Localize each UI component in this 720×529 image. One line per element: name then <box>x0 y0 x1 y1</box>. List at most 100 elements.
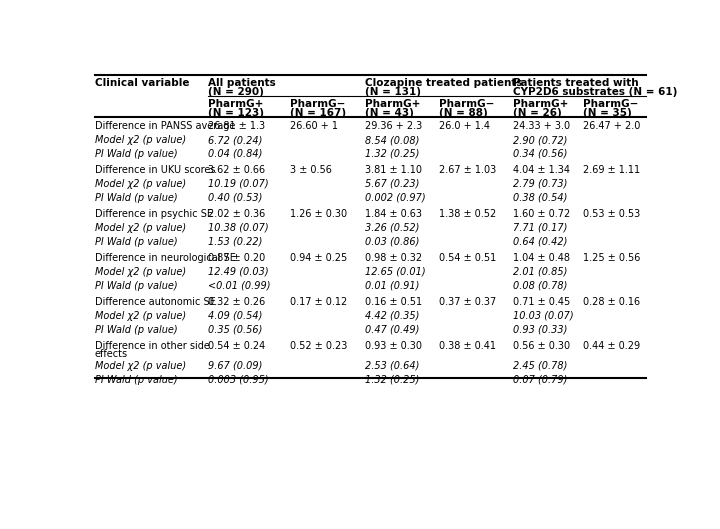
Text: 4.09 (0.54): 4.09 (0.54) <box>208 311 262 321</box>
Text: Difference autonomic SE: Difference autonomic SE <box>94 297 215 307</box>
Text: 1.32 (0.25): 1.32 (0.25) <box>365 149 420 159</box>
Text: PharmG+: PharmG+ <box>208 99 264 109</box>
Text: 1.60 ± 0.72: 1.60 ± 0.72 <box>513 209 570 219</box>
Text: 0.98 ± 0.32: 0.98 ± 0.32 <box>365 253 422 263</box>
Text: PI Wald (p value): PI Wald (p value) <box>94 280 177 290</box>
Text: 0.38 ± 0.41: 0.38 ± 0.41 <box>438 341 496 351</box>
Text: effects: effects <box>94 349 127 359</box>
Text: CYP2D6 substrates (N = 61): CYP2D6 substrates (N = 61) <box>513 87 678 97</box>
Text: 0.54 ± 0.24: 0.54 ± 0.24 <box>208 341 265 351</box>
Text: Model χ2 (p value): Model χ2 (p value) <box>94 311 186 321</box>
Text: 0.28 ± 0.16: 0.28 ± 0.16 <box>583 297 640 307</box>
Text: 1.04 ± 0.48: 1.04 ± 0.48 <box>513 253 570 263</box>
Text: Model χ2 (p value): Model χ2 (p value) <box>94 135 186 145</box>
Text: 0.003 (0.95): 0.003 (0.95) <box>208 375 269 385</box>
Text: 1.84 ± 0.63: 1.84 ± 0.63 <box>365 209 422 219</box>
Text: 26.0 + 1.4: 26.0 + 1.4 <box>438 121 490 131</box>
Text: 24.33 + 3.0: 24.33 + 3.0 <box>513 121 570 131</box>
Text: 0.44 ± 0.29: 0.44 ± 0.29 <box>583 341 640 351</box>
Text: 0.47 (0.49): 0.47 (0.49) <box>365 324 420 334</box>
Text: Difference in PANSS average: Difference in PANSS average <box>94 121 235 131</box>
Text: 0.93 ± 0.30: 0.93 ± 0.30 <box>365 341 422 351</box>
Text: 2.67 ± 1.03: 2.67 ± 1.03 <box>438 165 496 175</box>
Text: 10.03 (0.07): 10.03 (0.07) <box>513 311 574 321</box>
Text: 3.62 ± 0.66: 3.62 ± 0.66 <box>208 165 265 175</box>
Text: Difference in other side: Difference in other side <box>94 341 210 351</box>
Text: Difference in UKU scores: Difference in UKU scores <box>94 165 215 175</box>
Text: 4.04 ± 1.34: 4.04 ± 1.34 <box>513 165 570 175</box>
Text: 0.07 (0.79): 0.07 (0.79) <box>513 375 567 385</box>
Text: Model χ2 (p value): Model χ2 (p value) <box>94 361 186 371</box>
Text: PharmG−: PharmG− <box>290 99 346 109</box>
Text: 0.32 ± 0.26: 0.32 ± 0.26 <box>208 297 265 307</box>
Text: PI Wald (p value): PI Wald (p value) <box>94 375 177 385</box>
Text: 2.69 ± 1.11: 2.69 ± 1.11 <box>583 165 640 175</box>
Text: 0.04 (0.84): 0.04 (0.84) <box>208 149 262 159</box>
Text: 0.16 ± 0.51: 0.16 ± 0.51 <box>365 297 422 307</box>
Text: 26.60 + 1: 26.60 + 1 <box>290 121 338 131</box>
Text: PI Wald (p value): PI Wald (p value) <box>94 193 177 203</box>
Text: 3.26 (0.52): 3.26 (0.52) <box>365 223 420 233</box>
Text: 2.79 (0.73): 2.79 (0.73) <box>513 179 567 189</box>
Text: PharmG−: PharmG− <box>438 99 494 109</box>
Text: 0.54 ± 0.51: 0.54 ± 0.51 <box>438 253 496 263</box>
Text: (N = 123): (N = 123) <box>208 108 264 118</box>
Text: 0.08 (0.78): 0.08 (0.78) <box>513 280 567 290</box>
Text: 0.40 (0.53): 0.40 (0.53) <box>208 193 262 203</box>
Text: Difference in neurological SE: Difference in neurological SE <box>94 253 235 263</box>
Text: 10.38 (0.07): 10.38 (0.07) <box>208 223 269 233</box>
Text: 2.45 (0.78): 2.45 (0.78) <box>513 361 567 371</box>
Text: 0.03 (0.86): 0.03 (0.86) <box>365 237 420 247</box>
Text: PharmG+: PharmG+ <box>513 99 569 109</box>
Text: 1.25 ± 0.56: 1.25 ± 0.56 <box>583 253 640 263</box>
Text: (N = 26): (N = 26) <box>513 108 562 118</box>
Text: 0.01 (0.91): 0.01 (0.91) <box>365 280 420 290</box>
Text: 0.94 ± 0.25: 0.94 ± 0.25 <box>290 253 347 263</box>
Text: 0.64 (0.42): 0.64 (0.42) <box>513 237 567 247</box>
Text: PharmG−: PharmG− <box>583 99 638 109</box>
Text: 2.01 (0.85): 2.01 (0.85) <box>513 267 567 277</box>
Text: Model χ2 (p value): Model χ2 (p value) <box>94 223 186 233</box>
Text: 7.71 (0.17): 7.71 (0.17) <box>513 223 567 233</box>
Text: 2.53 (0.64): 2.53 (0.64) <box>365 361 420 371</box>
Text: 0.002 (0.97): 0.002 (0.97) <box>365 193 426 203</box>
Text: 1.38 ± 0.52: 1.38 ± 0.52 <box>438 209 496 219</box>
Text: 0.52 ± 0.23: 0.52 ± 0.23 <box>290 341 347 351</box>
Text: PI Wald (p value): PI Wald (p value) <box>94 237 177 247</box>
Text: 26.81 ± 1.3: 26.81 ± 1.3 <box>208 121 265 131</box>
Text: 10.19 (0.07): 10.19 (0.07) <box>208 179 269 189</box>
Text: (N = 88): (N = 88) <box>438 108 487 118</box>
Text: 0.37 ± 0.37: 0.37 ± 0.37 <box>438 297 496 307</box>
Text: Patients treated with: Patients treated with <box>513 78 639 88</box>
Text: (N = 131): (N = 131) <box>365 87 421 97</box>
Text: All patients: All patients <box>208 78 276 88</box>
Text: 0.87 ± 0.20: 0.87 ± 0.20 <box>208 253 265 263</box>
Text: 12.49 (0.03): 12.49 (0.03) <box>208 267 269 277</box>
Text: 0.71 ± 0.45: 0.71 ± 0.45 <box>513 297 570 307</box>
Text: Difference in psychic SE: Difference in psychic SE <box>94 209 212 219</box>
Text: 0.53 ± 0.53: 0.53 ± 0.53 <box>583 209 640 219</box>
Text: 0.38 (0.54): 0.38 (0.54) <box>513 193 567 203</box>
Text: Model χ2 (p value): Model χ2 (p value) <box>94 179 186 189</box>
Text: 2.02 ± 0.36: 2.02 ± 0.36 <box>208 209 265 219</box>
Text: 1.32 (0.25): 1.32 (0.25) <box>365 375 420 385</box>
Text: 1.26 ± 0.30: 1.26 ± 0.30 <box>290 209 347 219</box>
Text: 26.47 + 2.0: 26.47 + 2.0 <box>583 121 640 131</box>
Text: Clinical variable: Clinical variable <box>94 78 189 88</box>
Text: 1.53 (0.22): 1.53 (0.22) <box>208 237 262 247</box>
Text: <0.01 (0.99): <0.01 (0.99) <box>208 280 270 290</box>
Text: Clozapine treated patients: Clozapine treated patients <box>365 78 523 88</box>
Text: 4.42 (0.35): 4.42 (0.35) <box>365 311 420 321</box>
Text: PI Wald (p value): PI Wald (p value) <box>94 324 177 334</box>
Text: 0.34 (0.56): 0.34 (0.56) <box>513 149 567 159</box>
Text: 9.67 (0.09): 9.67 (0.09) <box>208 361 262 371</box>
Text: PI Wald (p value): PI Wald (p value) <box>94 149 177 159</box>
Text: (N = 35): (N = 35) <box>583 108 631 118</box>
Text: (N = 290): (N = 290) <box>208 87 264 97</box>
Text: 3 ± 0.56: 3 ± 0.56 <box>290 165 332 175</box>
Text: 0.35 (0.56): 0.35 (0.56) <box>208 324 262 334</box>
Text: 29.36 + 2.3: 29.36 + 2.3 <box>365 121 423 131</box>
Text: 8.54 (0.08): 8.54 (0.08) <box>365 135 420 145</box>
Text: (N = 167): (N = 167) <box>290 108 346 118</box>
Text: 3.81 ± 1.10: 3.81 ± 1.10 <box>365 165 422 175</box>
